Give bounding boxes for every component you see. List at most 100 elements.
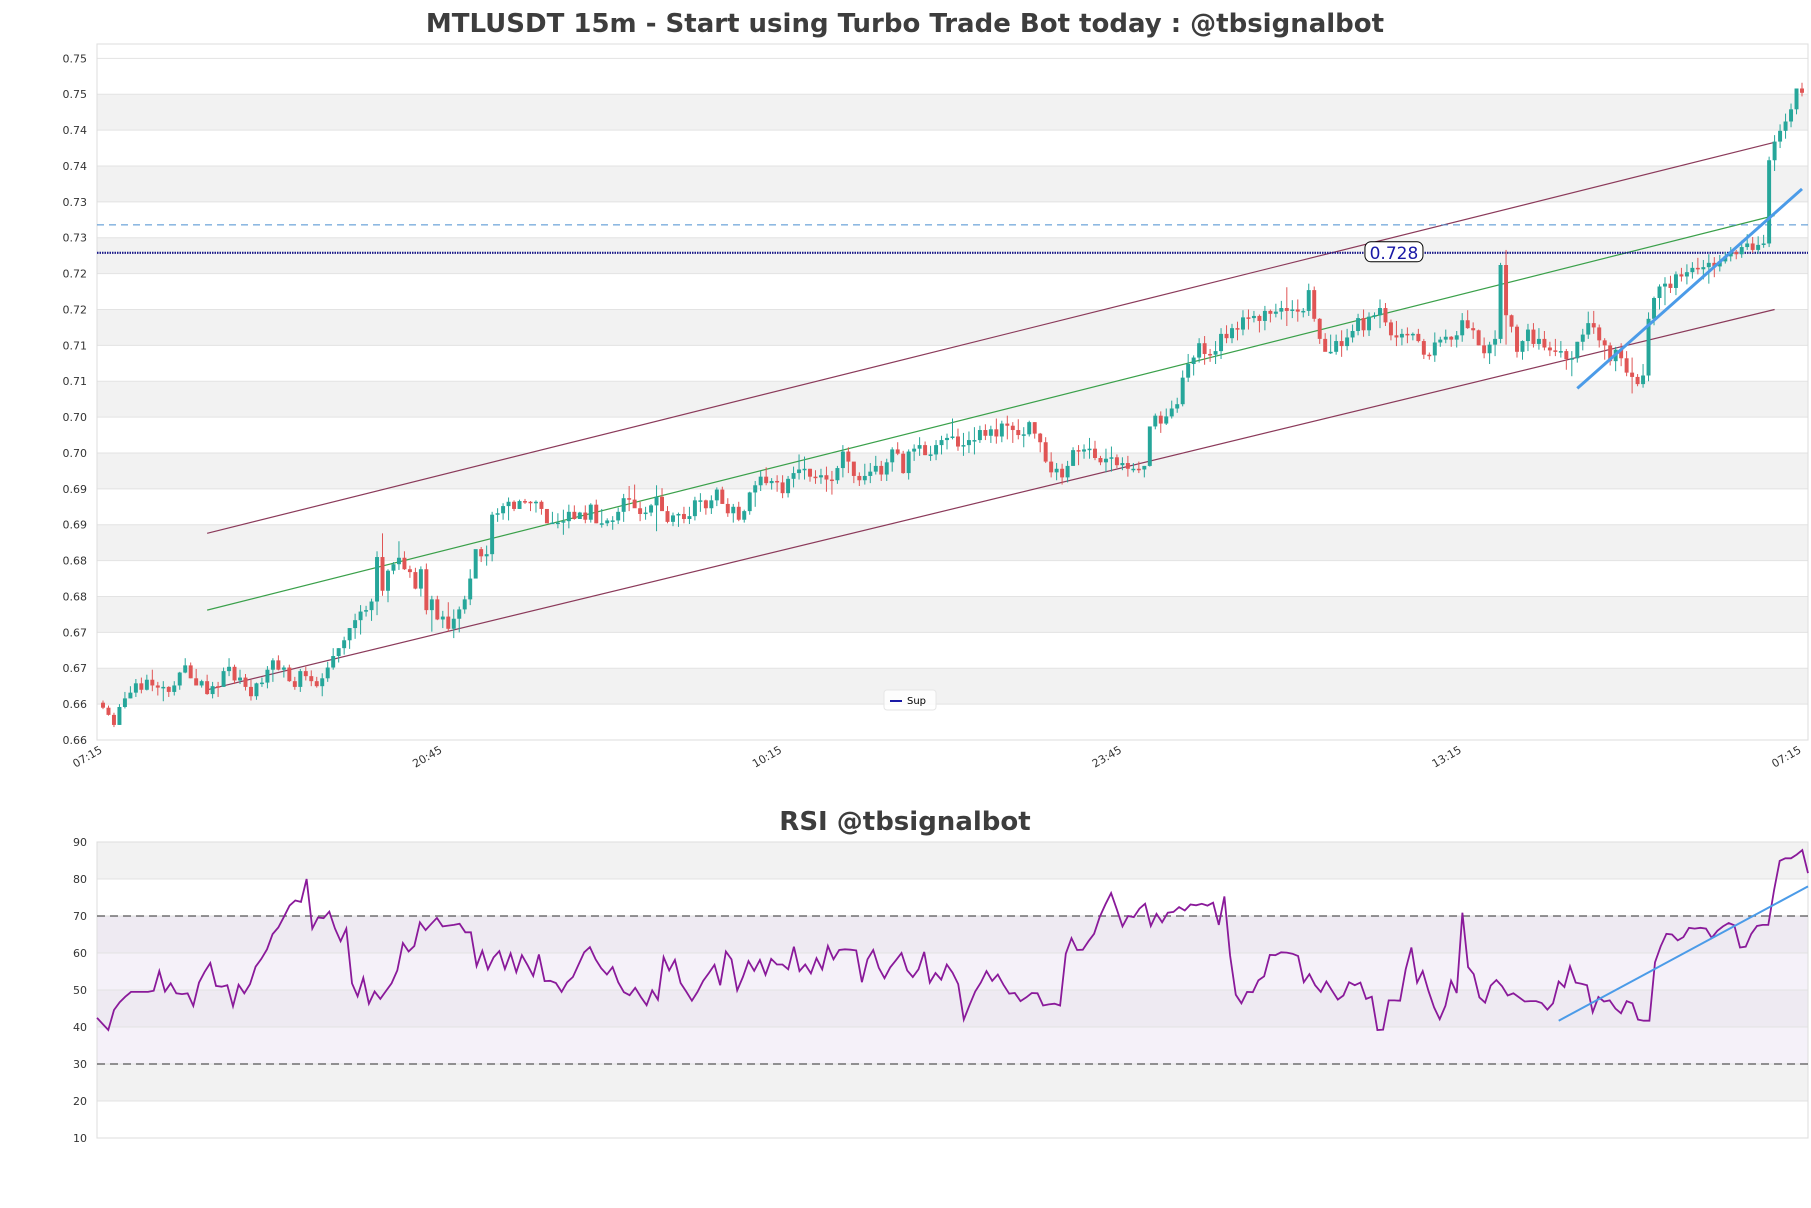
price-band [97,668,1808,705]
price-band [97,452,1808,489]
candle [939,435,944,455]
candle-body [610,520,615,522]
candle [687,506,692,525]
candle-body [331,656,336,668]
candle-body [418,569,423,589]
candle [533,500,538,513]
candle [1569,351,1574,377]
rsi-y-tick-label: 90 [73,836,87,849]
candle-body [101,702,105,708]
candle [966,431,971,453]
candle-body [128,692,133,699]
candle [1076,445,1081,466]
candle [577,511,582,520]
candle-body [1794,88,1799,110]
price-x-tick-label: 13:15 [1430,743,1464,770]
candle-body [1531,329,1536,344]
candle-body [1580,334,1585,342]
candle-body [1054,468,1059,473]
candle [1432,332,1437,362]
candle [818,468,823,484]
price-y-tick-label: 0.67 [63,626,88,639]
candle [166,686,171,697]
candle-body [144,679,149,690]
candle-body [238,677,242,681]
candle [1750,237,1755,253]
candle-body [347,628,352,641]
candle-body [1345,337,1350,347]
candle-body [1476,330,1481,346]
candle [714,487,719,507]
candle [643,506,648,520]
legend-box [883,689,937,711]
candle-body [396,557,401,565]
candle [462,595,467,614]
candle-body [747,492,752,512]
candle [320,673,325,697]
candle [1257,314,1262,333]
candle [1186,353,1191,382]
candle [1487,341,1492,365]
candle-body [1536,338,1541,344]
rsi-panel: 10 20 30 40 50 60 70 80 90 [73,836,1809,1145]
candle [424,563,429,615]
candle [1394,320,1399,347]
candle [1531,323,1536,348]
candle-body [1663,283,1667,287]
candle-body [1520,341,1525,352]
candle-body [616,511,621,521]
candle-body [676,513,681,516]
candle [155,681,160,696]
candle-body [988,429,993,436]
candle-body [1454,335,1459,340]
candle-body [468,578,473,600]
rsi-y-tick-label: 50 [73,984,87,997]
price-x-tick-label: 23:45 [1090,743,1124,770]
candle-body [1021,434,1026,436]
candle [1367,312,1372,337]
candle [808,468,812,482]
candle-body [983,430,988,436]
candle-body [1060,468,1065,478]
candle [1268,309,1273,323]
candle-body [1701,267,1706,270]
candle-body [1504,264,1509,316]
candle [1695,257,1700,275]
candle-body [1208,353,1213,356]
rsi-band [97,842,1808,879]
candle-body [358,611,363,621]
rsi-trend-line [1558,885,1809,1022]
candle [1103,448,1108,473]
candle [1372,312,1377,319]
candle-body [1120,463,1125,466]
candle-body [692,500,697,517]
candle-body [150,679,155,686]
candle-body [407,569,412,573]
candle-body [265,669,270,683]
candle [1668,275,1673,293]
candle-body [961,445,966,447]
candle [879,460,884,481]
candle-body [375,557,380,602]
candle-body [1262,310,1267,321]
candle [1454,331,1459,348]
candle [358,605,363,635]
candle-body [972,440,977,442]
candle [473,549,478,579]
candle-body [1290,309,1295,311]
candle [1728,247,1733,262]
candle-body [1438,339,1443,343]
price-y-tick-label: 0.66 [63,734,88,747]
candle-body [1597,327,1602,341]
candle-body [177,672,182,686]
candle [1520,340,1525,360]
candle-body [1487,344,1492,354]
candle-body [1394,335,1399,338]
candle-body [764,476,769,484]
candle-body [1547,347,1552,351]
rsi-line [96,848,1809,1032]
candle-body [879,465,884,475]
candle-body [813,476,818,479]
candle [1767,156,1772,248]
candle-body [528,501,533,504]
